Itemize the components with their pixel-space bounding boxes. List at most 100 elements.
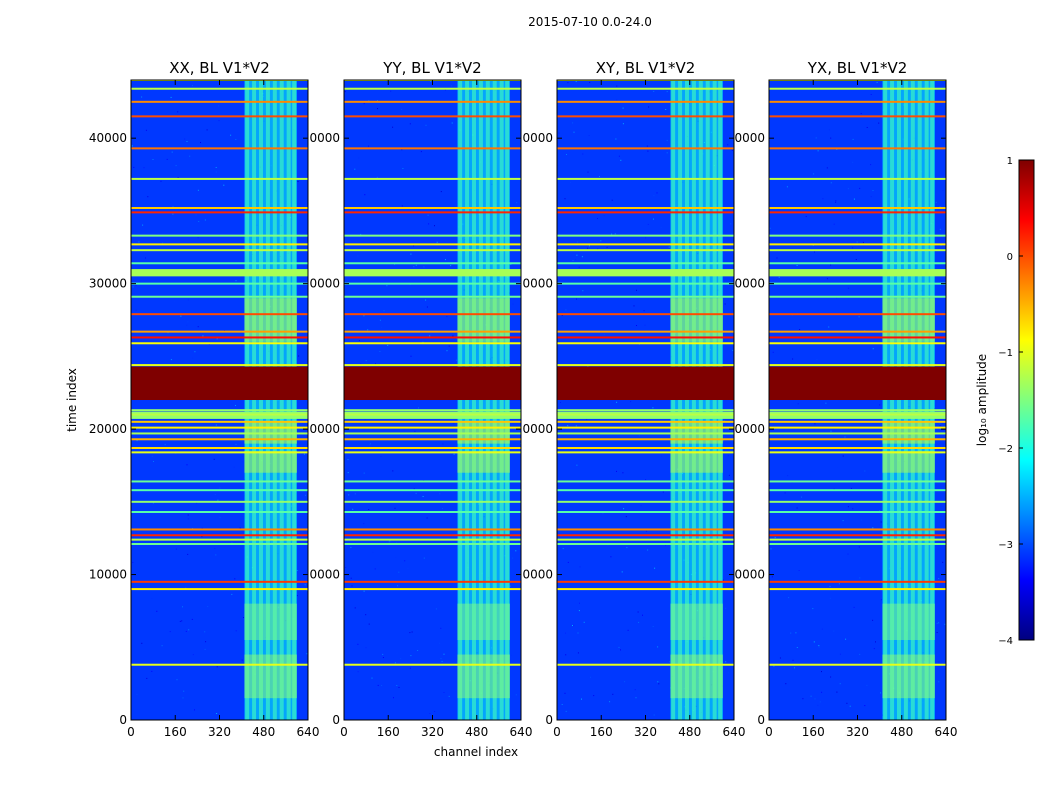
noise-pixel — [826, 167, 828, 169]
heatmap-xy — [557, 80, 734, 720]
colorbar-tick-label: −2 — [998, 444, 1013, 455]
noise-pixel — [625, 657, 627, 659]
rfi-patch — [882, 450, 935, 473]
noise-pixel — [570, 182, 571, 184]
noise-pixel — [389, 540, 391, 542]
noise-pixel — [567, 425, 569, 427]
y-tick-label: 0000 — [734, 568, 765, 582]
noise-pixel — [453, 453, 455, 455]
noise-pixel — [939, 206, 941, 208]
rfi-patch — [457, 603, 510, 640]
noise-pixel — [427, 214, 429, 216]
noise-pixel — [603, 215, 605, 217]
noise-pixel — [575, 81, 577, 82]
noise-pixel — [298, 355, 300, 357]
noise-pixel — [880, 692, 882, 694]
noise-pixel — [666, 152, 668, 154]
noise-pixel — [727, 672, 729, 674]
noise-pixel — [511, 654, 512, 656]
noise-pixel — [153, 461, 154, 462]
noise-pixel — [413, 266, 415, 268]
panel-title: XY, BL V1*V2 — [596, 59, 696, 77]
rfi-time-line — [557, 262, 734, 265]
noise-pixel — [187, 321, 189, 323]
noise-pixel — [360, 233, 362, 235]
noise-pixel — [417, 650, 419, 651]
noise-pixel — [652, 626, 654, 627]
noise-pixel — [434, 711, 436, 712]
noise-pixel — [204, 219, 206, 221]
noise-pixel — [160, 180, 162, 182]
noise-pixel — [207, 606, 209, 607]
rfi-time-line — [557, 100, 734, 103]
rfi-time-line — [769, 426, 946, 429]
noise-pixel — [860, 113, 862, 114]
noise-pixel — [656, 192, 658, 194]
x-tick-label: 640 — [297, 725, 320, 739]
noise-pixel — [802, 698, 804, 700]
noise-pixel — [348, 494, 350, 496]
noise-pixel — [201, 527, 203, 529]
noise-pixel — [850, 487, 852, 489]
rfi-time-line — [557, 243, 734, 246]
noise-pixel — [814, 698, 816, 700]
noise-pixel — [609, 701, 611, 703]
noise-pixel — [938, 622, 940, 624]
noise-pixel — [172, 213, 174, 215]
rfi-patch — [457, 450, 510, 473]
noise-pixel — [235, 443, 237, 445]
noise-pixel — [372, 551, 374, 553]
noise-pixel — [567, 561, 569, 563]
noise-pixel — [576, 254, 578, 256]
noise-pixel — [805, 215, 807, 217]
noise-pixel — [216, 338, 218, 340]
rfi-time-line — [769, 528, 946, 531]
rfi-time-line — [769, 534, 946, 537]
noise-pixel — [133, 81, 134, 83]
noise-pixel — [213, 458, 215, 460]
noise-pixel — [616, 99, 618, 101]
noise-pixel — [183, 690, 185, 692]
noise-pixel — [382, 653, 384, 655]
noise-pixel — [817, 310, 819, 312]
heatmap-xx — [131, 80, 308, 720]
noise-pixel — [351, 585, 353, 587]
noise-pixel — [636, 325, 637, 326]
rfi-time-line — [131, 87, 308, 90]
noise-pixel — [859, 653, 861, 655]
noise-pixel — [415, 264, 417, 266]
x-tick-label: 480 — [890, 725, 913, 739]
rfi-time-line — [131, 438, 308, 441]
noise-pixel — [429, 713, 431, 714]
noise-pixel — [214, 494, 216, 495]
noise-pixel — [829, 597, 831, 599]
noise-pixel — [446, 350, 448, 352]
noise-pixel — [422, 496, 424, 497]
panel-title: YX, BL V1*V2 — [807, 59, 908, 77]
rfi-time-line — [344, 543, 521, 545]
noise-pixel — [640, 505, 642, 507]
rfi-time-line — [557, 480, 734, 483]
noise-pixel — [296, 595, 298, 597]
rfi-time-line — [557, 511, 734, 513]
x-tick-label: 320 — [846, 725, 869, 739]
rfi-time-line — [557, 489, 734, 492]
rfi-time-line — [344, 87, 521, 90]
noise-pixel — [363, 472, 365, 474]
noise-pixel — [590, 676, 591, 678]
noise-pixel — [572, 578, 574, 580]
rfi-time-line — [769, 262, 946, 265]
high-amplitude-band — [557, 366, 734, 400]
noise-pixel — [727, 144, 729, 146]
colorbar-label: log₁₀ amplitude — [975, 354, 989, 446]
noise-pixel — [306, 653, 308, 655]
noise-pixel — [847, 553, 849, 555]
noise-pixel — [845, 638, 847, 640]
rfi-time-line — [131, 480, 308, 483]
noise-pixel — [357, 671, 359, 673]
noise-pixel — [821, 628, 823, 630]
rfi-time-line — [131, 211, 308, 214]
noise-pixel — [215, 167, 217, 168]
rfi-time-line — [344, 588, 521, 591]
noise-pixel — [195, 214, 197, 216]
